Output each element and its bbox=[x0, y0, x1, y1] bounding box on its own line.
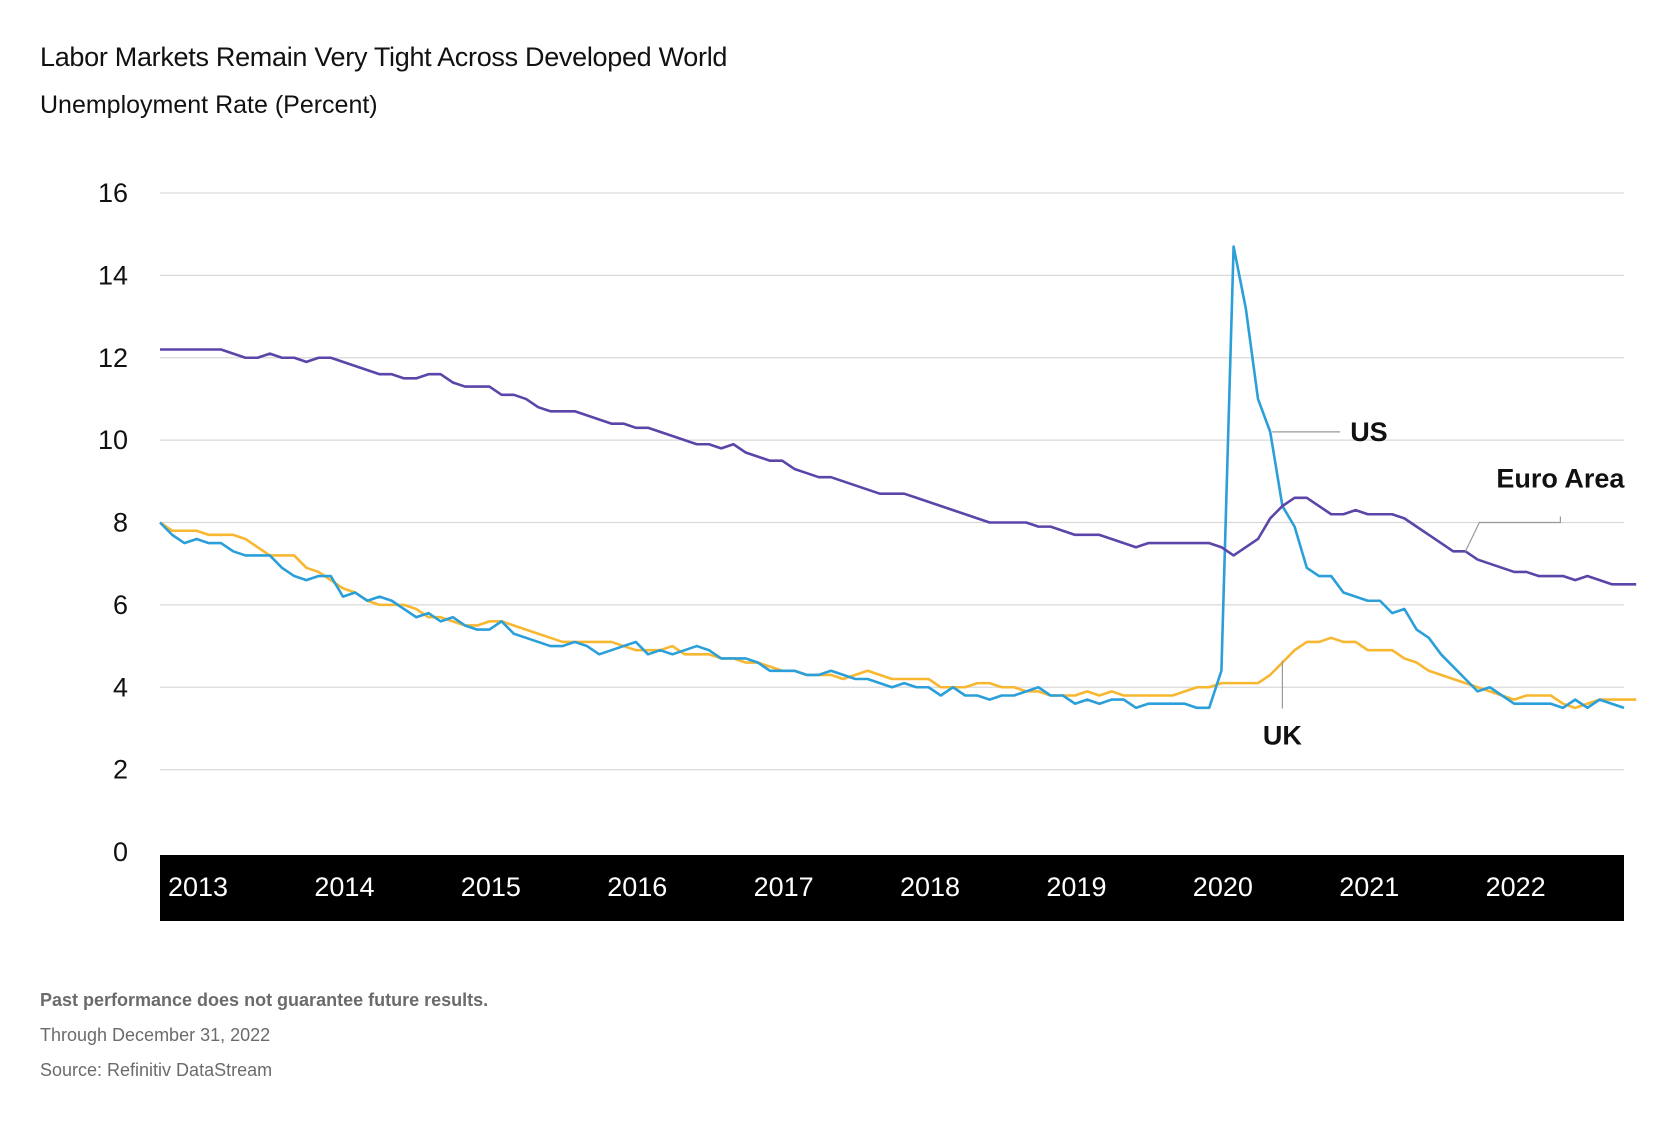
x-tick-label: 2020 bbox=[1193, 872, 1253, 902]
x-tick-label: 2015 bbox=[461, 872, 521, 902]
x-tick-label: 2016 bbox=[607, 872, 667, 902]
x-tick-label: 2019 bbox=[1046, 872, 1106, 902]
x-tick-label: 2018 bbox=[900, 872, 960, 902]
series-callouts: US Euro Area UK bbox=[1263, 417, 1625, 751]
chart-title: Labor Markets Remain Very Tight Across D… bbox=[40, 42, 728, 72]
series-line-uk bbox=[159, 521, 1637, 710]
x-tick-label: 2017 bbox=[754, 872, 814, 902]
series-line-euro-area bbox=[160, 348, 1637, 586]
x-axis-band bbox=[160, 855, 1624, 921]
callout-label: US bbox=[1350, 417, 1388, 447]
x-tick-label: 2013 bbox=[168, 872, 228, 902]
grid-lines bbox=[160, 192, 1624, 771]
x-axis-tick-labels: 2013 2014 2015 2016 2017 2018 2019 2020 2021 2022 bbox=[168, 872, 1546, 902]
y-tick-label: 2 bbox=[113, 755, 128, 785]
callout-leader bbox=[1464, 516, 1561, 552]
callout-label: Euro Area bbox=[1496, 464, 1625, 494]
disclaimer-note: Past performance does not guarantee futu… bbox=[40, 990, 489, 1010]
x-tick-label: 2014 bbox=[314, 872, 374, 902]
x-tick-label: 2022 bbox=[1486, 872, 1546, 902]
y-tick-label: 14 bbox=[98, 260, 128, 290]
y-tick-label: 12 bbox=[98, 343, 128, 373]
y-axis-tick-labels: 0 2 4 6 8 10 12 14 16 bbox=[98, 178, 128, 867]
date-note: Through December 31, 2022 bbox=[40, 1025, 271, 1045]
series-lines bbox=[159, 245, 1637, 710]
chart-subtitle: Unemployment Rate (Percent) bbox=[40, 91, 378, 119]
y-tick-label: 8 bbox=[113, 508, 128, 538]
callout-label: UK bbox=[1263, 721, 1302, 751]
y-tick-label: 0 bbox=[113, 837, 128, 867]
y-tick-label: 16 bbox=[98, 178, 128, 208]
y-tick-label: 4 bbox=[113, 672, 128, 702]
y-tick-label: 6 bbox=[113, 590, 128, 620]
x-tick-label: 2021 bbox=[1339, 872, 1399, 902]
source-note: Source: Refinitiv DataStream bbox=[40, 1060, 273, 1080]
series-line-us bbox=[159, 245, 1625, 710]
y-tick-label: 10 bbox=[98, 425, 128, 455]
